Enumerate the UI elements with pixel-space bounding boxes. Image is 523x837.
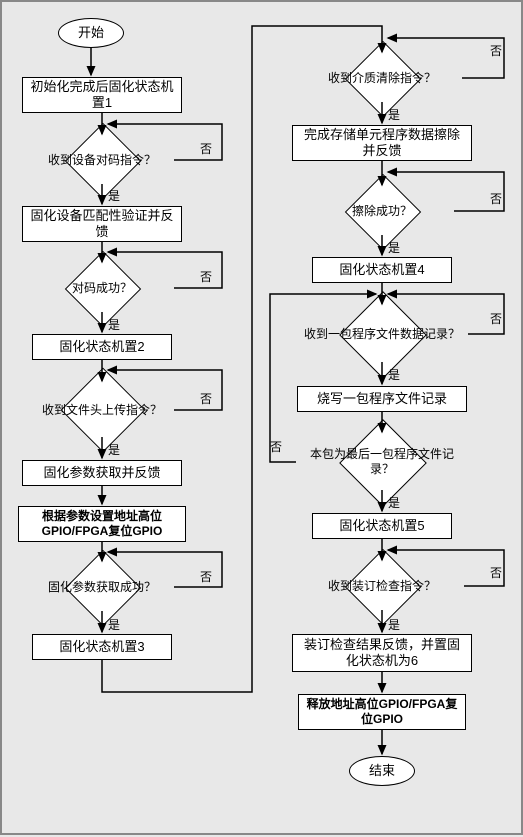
node-d1: 收到设备对码指令？ bbox=[28, 136, 176, 184]
p2-text: 固化设备匹配性验证并反馈 bbox=[28, 208, 176, 241]
d1-no: 否 bbox=[200, 140, 212, 157]
node-d7: 收到一包程序文件数据记录？ bbox=[294, 306, 470, 362]
d7-text: 收到一包程序文件数据记录？ bbox=[304, 327, 460, 342]
node-d2: 对码成功？ bbox=[28, 264, 176, 312]
node-p7: 完成存储单元程序数据擦除并反馈 bbox=[292, 125, 472, 161]
node-d3: 收到文件头上传指令？ bbox=[28, 383, 176, 437]
p4-text: 固化参数获取并反馈 bbox=[43, 465, 160, 481]
d3-text: 收到文件头上传指令？ bbox=[42, 403, 162, 418]
node-p12: 释放地址高位GPIO/FPGA复位GPIO bbox=[298, 694, 466, 730]
d9-yes: 是 bbox=[388, 616, 400, 633]
p3-text: 固化状态机置2 bbox=[59, 339, 144, 355]
node-p9: 烧写一包程序文件记录 bbox=[297, 386, 467, 412]
node-p2: 固化设备匹配性验证并反馈 bbox=[22, 206, 182, 242]
d1-text: 收到设备对码指令？ bbox=[48, 153, 156, 168]
node-p10: 固化状态机置5 bbox=[312, 513, 452, 539]
node-start: 开始 bbox=[58, 18, 124, 48]
node-d4: 固化参数获取成功？ bbox=[22, 563, 182, 611]
d5-yes: 是 bbox=[388, 106, 400, 123]
start-label: 开始 bbox=[78, 25, 104, 41]
d6-text: 擦除成功？ bbox=[352, 204, 412, 219]
d6-no: 否 bbox=[490, 190, 502, 207]
d4-yes: 是 bbox=[108, 616, 120, 633]
node-p6: 固化状态机置3 bbox=[32, 634, 172, 660]
d1-yes: 是 bbox=[108, 187, 120, 204]
node-d6: 擦除成功？ bbox=[308, 187, 456, 235]
d7-yes: 是 bbox=[388, 366, 400, 383]
p11-text: 装订检查结果反馈，并置固化状态机为6 bbox=[298, 637, 466, 670]
p6-text: 固化状态机置3 bbox=[59, 639, 144, 655]
node-p5: 根据参数设置地址高位GPIO/FPGA复位GPIO bbox=[18, 506, 186, 542]
node-end: 结束 bbox=[349, 756, 415, 786]
node-p1: 初始化完成后固化状态机置1 bbox=[22, 77, 182, 113]
node-p4: 固化参数获取并反馈 bbox=[22, 460, 182, 486]
node-d5: 收到介质清除指令？ bbox=[298, 54, 466, 102]
d8-no: 否 bbox=[270, 438, 282, 455]
d4-no: 否 bbox=[200, 568, 212, 585]
p12-text: 释放地址高位GPIO/FPGA复位GPIO bbox=[304, 697, 460, 727]
d5-no: 否 bbox=[490, 42, 502, 59]
d3-yes: 是 bbox=[108, 441, 120, 458]
p9-text: 烧写一包程序文件记录 bbox=[317, 391, 447, 407]
node-d9: 收到装订检查指令？ bbox=[298, 562, 466, 610]
d2-text: 对码成功？ bbox=[72, 281, 132, 296]
d6-yes: 是 bbox=[388, 239, 400, 256]
p7-text: 完成存储单元程序数据擦除并反馈 bbox=[298, 127, 466, 160]
d7-no: 否 bbox=[490, 310, 502, 327]
p8-text: 固化状态机置4 bbox=[339, 262, 424, 278]
node-p8: 固化状态机置4 bbox=[312, 257, 452, 283]
d8-yes: 是 bbox=[388, 494, 400, 511]
node-d8: 本包为最后一包程序文件记录？ bbox=[294, 434, 470, 490]
d3-no: 否 bbox=[200, 390, 212, 407]
node-p3: 固化状态机置2 bbox=[32, 334, 172, 360]
flowchart-canvas: 开始 初始化完成后固化状态机置1 收到设备对码指令？ 固化设备匹配性验证并反馈 … bbox=[0, 0, 523, 835]
d2-yes: 是 bbox=[108, 316, 120, 333]
node-p11: 装订检查结果反馈，并置固化状态机为6 bbox=[292, 634, 472, 672]
d8-text: 本包为最后一包程序文件记录？ bbox=[299, 447, 465, 477]
d9-no: 否 bbox=[490, 564, 502, 581]
p10-text: 固化状态机置5 bbox=[339, 518, 424, 534]
d5-text: 收到介质清除指令？ bbox=[328, 71, 436, 86]
d9-text: 收到装订检查指令？ bbox=[328, 579, 436, 594]
p1-text: 初始化完成后固化状态机置1 bbox=[28, 79, 176, 112]
p5-text: 根据参数设置地址高位GPIO/FPGA复位GPIO bbox=[24, 509, 180, 539]
d4-text: 固化参数获取成功？ bbox=[48, 580, 156, 595]
d2-no: 否 bbox=[200, 268, 212, 285]
end-label: 结束 bbox=[369, 763, 395, 779]
